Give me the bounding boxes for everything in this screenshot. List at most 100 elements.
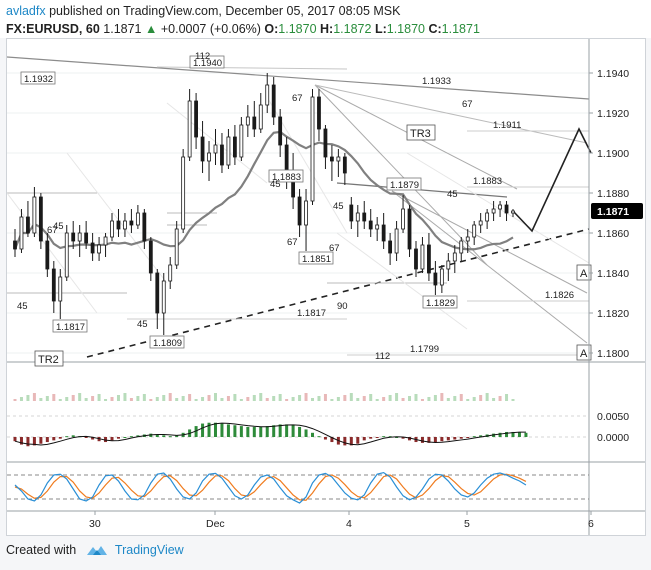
tradingview-link[interactable]: TradingView bbox=[115, 543, 184, 557]
author-link[interactable]: avladfx bbox=[6, 4, 46, 18]
macd-signal-line bbox=[15, 423, 526, 445]
macd-bar bbox=[65, 436, 68, 437]
macd-bar bbox=[59, 437, 62, 439]
candle-body bbox=[473, 225, 476, 237]
volume-bar bbox=[350, 393, 353, 401]
volume-bar bbox=[91, 396, 94, 401]
candle-body bbox=[492, 209, 495, 213]
candle-body bbox=[33, 197, 36, 233]
candle-body bbox=[240, 125, 243, 157]
volume-bar bbox=[85, 398, 88, 401]
time-tick-label: Dec bbox=[206, 518, 225, 530]
volume-bar bbox=[389, 395, 392, 401]
macd-bar bbox=[292, 425, 295, 437]
candle-body bbox=[195, 101, 198, 137]
candle-body bbox=[440, 269, 443, 285]
candle-body bbox=[460, 241, 463, 253]
volume-bar bbox=[26, 395, 29, 401]
volume-bar bbox=[317, 396, 320, 401]
count-label: 45 bbox=[137, 319, 148, 330]
volume-bar bbox=[65, 397, 68, 401]
chart-svg[interactable]: 1.1932 1.1940 1.1883 1.1817 1.1809 1.1851 1.18… bbox=[7, 39, 645, 535]
volume-bar bbox=[337, 397, 340, 401]
macd-bar bbox=[434, 437, 437, 442]
macd-bar bbox=[524, 433, 527, 437]
high-label: H: bbox=[320, 22, 333, 36]
count-label: 67 bbox=[462, 99, 473, 110]
volume-bar bbox=[369, 394, 372, 401]
volume-bar bbox=[427, 397, 430, 401]
volume-bar bbox=[156, 397, 159, 401]
macd-bar bbox=[240, 426, 243, 437]
macd-bar bbox=[14, 437, 17, 441]
volume-bar bbox=[201, 397, 204, 401]
candle-body bbox=[220, 145, 223, 165]
candle-body bbox=[356, 213, 359, 221]
candle-body bbox=[402, 209, 405, 229]
macd-bar bbox=[447, 437, 450, 440]
footer: Created with TradingView bbox=[6, 543, 184, 557]
trend-line bbox=[392, 191, 587, 293]
candle-body bbox=[227, 137, 230, 165]
candle-body bbox=[169, 265, 172, 281]
macd-bar bbox=[466, 437, 469, 438]
level-label: 1.1817 bbox=[297, 308, 326, 319]
macd-bar bbox=[52, 437, 55, 440]
volume-bar bbox=[33, 393, 36, 401]
candle-body bbox=[20, 217, 23, 249]
volume-bar bbox=[473, 397, 476, 401]
candle-body bbox=[98, 245, 101, 253]
volume-bar bbox=[259, 393, 262, 401]
candle-body bbox=[350, 205, 353, 221]
volume-bar bbox=[402, 398, 405, 401]
candle-body bbox=[486, 213, 489, 221]
candle-body bbox=[453, 253, 456, 261]
macd-bar bbox=[123, 437, 126, 438]
volume-bar bbox=[104, 399, 107, 401]
candle-body bbox=[188, 101, 191, 157]
level-label: 1.1883 bbox=[473, 176, 502, 187]
macd-bar bbox=[201, 424, 204, 437]
candle-body bbox=[434, 273, 437, 285]
volume-bar bbox=[343, 395, 346, 401]
candle-body bbox=[26, 217, 29, 233]
macd-bar bbox=[421, 437, 424, 443]
candle-body bbox=[14, 241, 17, 249]
time-tick-label: 30 bbox=[89, 518, 101, 530]
macd-bar bbox=[285, 424, 288, 437]
price-tick-label: 1.1900 bbox=[597, 148, 629, 160]
symbol-label: FX:EURUSD, 60 bbox=[6, 22, 100, 36]
volume-bar bbox=[59, 399, 62, 401]
price-label: 1.1829 bbox=[426, 298, 455, 309]
trend-line bbox=[315, 85, 587, 143]
candle-body bbox=[317, 97, 320, 129]
macd-bar bbox=[214, 423, 217, 437]
candle-body bbox=[59, 277, 62, 301]
macd-tick-label: 0.0050 bbox=[597, 411, 629, 423]
volume-bar bbox=[20, 397, 23, 401]
macd-bar bbox=[72, 435, 75, 437]
chart-area[interactable]: 1.1932 1.1940 1.1883 1.1817 1.1809 1.1851 1.18… bbox=[6, 38, 646, 536]
volume-bar bbox=[434, 395, 437, 401]
candle-body bbox=[259, 105, 262, 129]
candle-body bbox=[272, 85, 275, 117]
candle-body bbox=[156, 273, 159, 313]
price-change: +0.0007 (+0.06%) bbox=[161, 22, 261, 36]
volume-bar bbox=[266, 398, 269, 401]
volume-bar bbox=[453, 396, 456, 401]
volume-bar bbox=[149, 399, 152, 401]
volume-bar bbox=[311, 398, 314, 401]
volume-bar bbox=[486, 393, 489, 401]
tradingview-logo-icon bbox=[86, 543, 108, 557]
volume-bar bbox=[240, 399, 243, 401]
candle-body bbox=[246, 117, 249, 125]
count-label: 67 bbox=[287, 237, 298, 248]
count-label: 67 bbox=[292, 93, 303, 104]
macd-bar bbox=[130, 436, 133, 437]
candle-body bbox=[512, 211, 515, 213]
macd-bar bbox=[246, 427, 249, 437]
price-tick-label: 1.1820 bbox=[597, 308, 629, 320]
volume-bar bbox=[169, 393, 172, 401]
pattern-label: A bbox=[580, 268, 588, 280]
open-value: 1.1870 bbox=[278, 22, 316, 36]
